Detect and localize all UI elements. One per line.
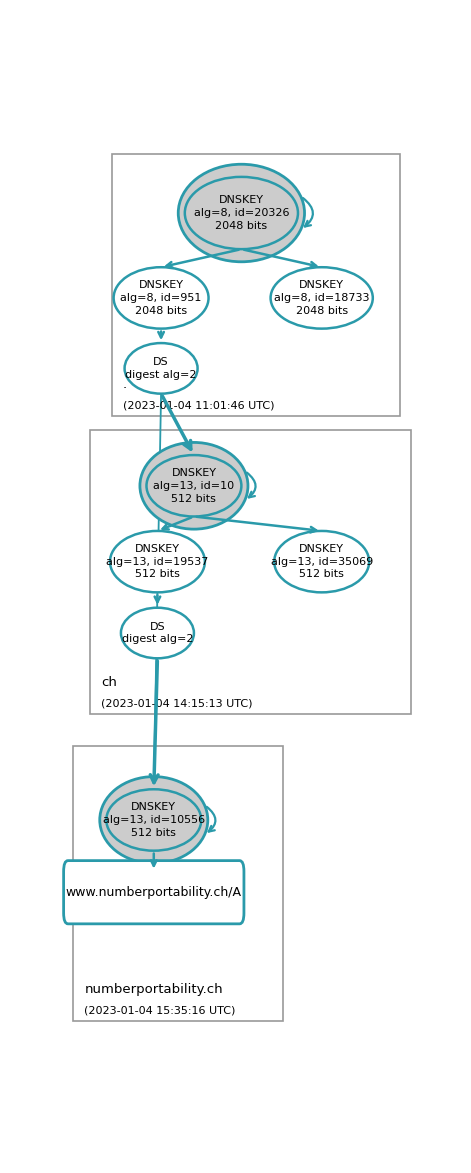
Text: DNSKEY
alg=13, id=35069
512 bits: DNSKEY alg=13, id=35069 512 bits [270,544,373,579]
Ellipse shape [106,789,201,850]
Text: (2023-01-04 14:15:13 UTC): (2023-01-04 14:15:13 UTC) [101,699,252,708]
Bar [90,429,411,714]
Text: DNSKEY
alg=13, id=19537
512 bits: DNSKEY alg=13, id=19537 512 bits [106,544,209,579]
Text: .: . [123,378,127,391]
Bar [112,155,400,416]
Text: DNSKEY
alg=8, id=18733
2048 bits: DNSKEY alg=8, id=18733 2048 bits [274,280,369,316]
FancyArrowPatch shape [247,473,256,497]
Ellipse shape [140,442,248,529]
Text: ch: ch [101,676,117,689]
Text: DNSKEY
alg=8, id=951
2048 bits: DNSKEY alg=8, id=951 2048 bits [121,280,202,316]
Text: (2023-01-04 11:01:46 UTC): (2023-01-04 11:01:46 UTC) [123,401,274,411]
Ellipse shape [121,608,194,658]
Text: DNSKEY
alg=13, id=10556
512 bits: DNSKEY alg=13, id=10556 512 bits [103,802,205,838]
Ellipse shape [271,267,373,328]
Ellipse shape [274,531,369,592]
Text: DNSKEY
alg=8, id=20326
2048 bits: DNSKEY alg=8, id=20326 2048 bits [194,195,289,231]
Text: DS
digest alg=2: DS digest alg=2 [125,357,197,380]
Text: DNSKEY
alg=13, id=10
512 bits: DNSKEY alg=13, id=10 512 bits [154,468,235,503]
Bar [73,746,284,1022]
Ellipse shape [125,343,198,394]
Ellipse shape [110,531,205,592]
Ellipse shape [100,777,208,863]
FancyArrowPatch shape [207,807,215,832]
Ellipse shape [185,177,298,249]
Ellipse shape [146,455,242,516]
Text: DS
digest alg=2: DS digest alg=2 [122,622,193,644]
Text: www.numberportability.ch/A: www.numberportability.ch/A [66,886,242,899]
Ellipse shape [178,164,305,262]
Text: (2023-01-04 15:35:16 UTC): (2023-01-04 15:35:16 UTC) [84,1006,236,1016]
FancyBboxPatch shape [64,861,244,924]
Text: numberportability.ch: numberportability.ch [84,983,223,996]
FancyArrowPatch shape [303,198,313,226]
Ellipse shape [114,267,209,328]
